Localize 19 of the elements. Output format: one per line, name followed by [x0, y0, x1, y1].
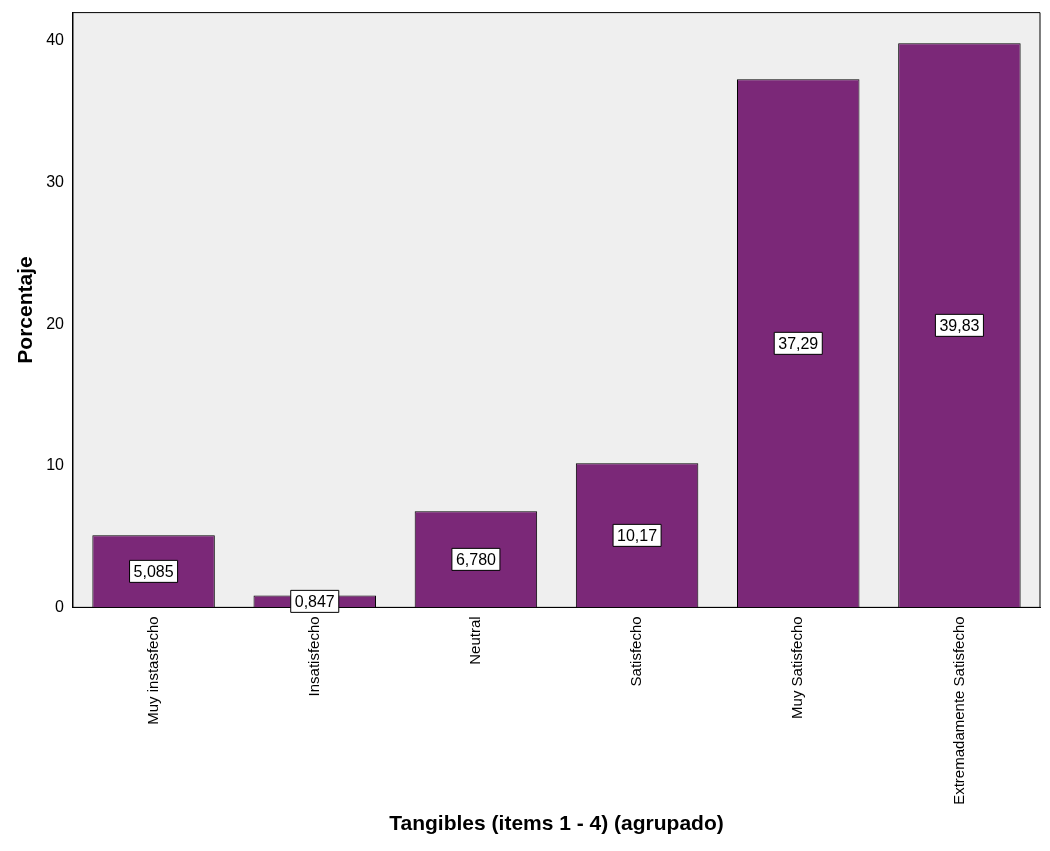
y-tick-label: 20: [46, 314, 65, 332]
data-label: 5,085: [133, 562, 174, 580]
data-label: 39,83: [939, 316, 980, 334]
y-axis-title: Porcentaje: [13, 256, 37, 364]
x-tick-label: Extremadamente Satisfecho: [949, 616, 967, 805]
y-tick-label: 40: [46, 31, 65, 49]
data-label: 10,17: [617, 526, 658, 544]
x-tick-label: Neutral: [466, 616, 484, 665]
y-tick-label: 10: [46, 456, 65, 474]
y-tick-label: 0: [55, 597, 65, 615]
x-tick-label: Muy instasfecho: [143, 616, 161, 725]
data-label: 37,29: [778, 334, 819, 352]
data-label: 6,780: [455, 550, 497, 568]
y-tick-label: 30: [46, 172, 65, 190]
x-tick-label: Insatisfecho: [304, 616, 322, 697]
data-label: 0,847: [294, 592, 335, 610]
x-tick-label: Satisfecho: [627, 616, 645, 687]
x-tick-label: Muy Satisfecho: [788, 616, 806, 719]
x-axis-title: Tangibles (items 1 - 4) (agrupado): [389, 811, 724, 835]
